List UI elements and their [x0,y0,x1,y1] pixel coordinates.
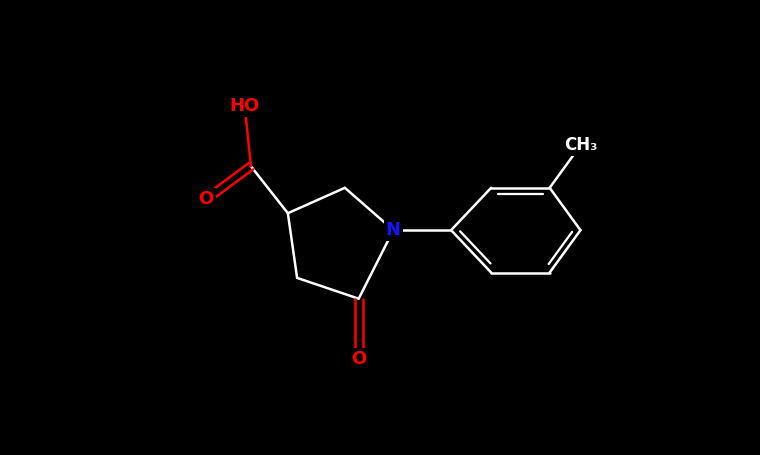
Text: CH₃: CH₃ [564,136,597,154]
Text: O: O [198,190,214,208]
Text: HO: HO [230,97,260,115]
Text: O: O [351,350,366,368]
Text: N: N [386,221,401,239]
